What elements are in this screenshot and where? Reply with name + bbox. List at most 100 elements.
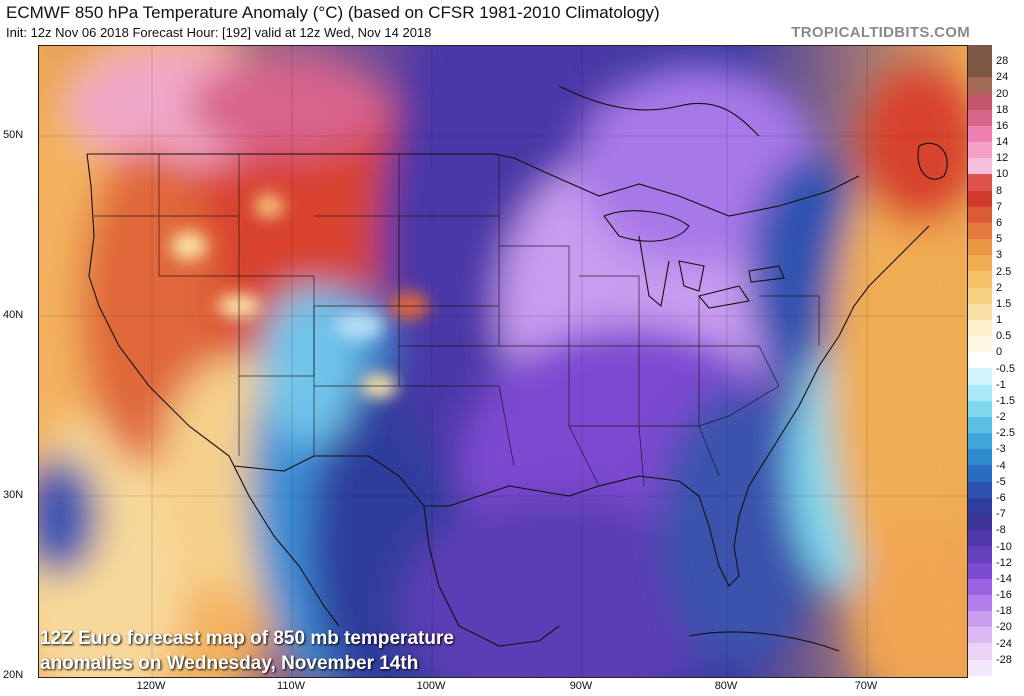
lon-label-70w: 70W xyxy=(854,680,878,692)
colorbar-tick-label: 5 xyxy=(996,233,1003,246)
colorbar-tick-label: 0.5 xyxy=(996,330,1012,343)
colorbar-tick-label: -4 xyxy=(996,459,1006,472)
colorbar-tick-label: 24 xyxy=(996,71,1009,84)
caption-line-2: anomalies on Wednesday, November 14th xyxy=(40,653,419,674)
colorbar-tick-label: -7 xyxy=(996,508,1006,521)
colorbar-tick-label: 7 xyxy=(996,200,1003,213)
colorbar-tick-label: 28 xyxy=(996,55,1009,68)
colorbar-segment xyxy=(968,465,992,482)
colorbar-segment xyxy=(968,594,992,612)
colorbar-segment xyxy=(968,368,992,385)
colorbar-tick-label: -5 xyxy=(996,475,1006,488)
colorbar-tick-label: 18 xyxy=(996,103,1009,116)
colorbar-tick-label: 2.5 xyxy=(996,265,1012,278)
colorbar-tick-label: -16 xyxy=(996,589,1012,602)
colorbar-segment xyxy=(968,416,992,434)
colorbar-segment xyxy=(968,239,992,256)
colorbar-tick-label: 12 xyxy=(996,152,1009,165)
colorbar-segment xyxy=(968,190,992,207)
colorbar-segment xyxy=(968,222,992,240)
colorbar-tick-label: -6 xyxy=(996,492,1006,505)
colorbar-segment xyxy=(968,481,992,498)
colorbar-tick-label: -0.5 xyxy=(996,362,1015,375)
colorbar-segment xyxy=(968,513,992,531)
colorbar-segment xyxy=(968,352,992,369)
colorbar-segment xyxy=(968,384,992,401)
colorbar-segment xyxy=(968,125,992,143)
colorbar-segment xyxy=(968,336,992,353)
colorbar-segment xyxy=(968,627,992,644)
colorbar-segment xyxy=(968,530,992,547)
colorbar xyxy=(968,45,992,676)
colorbar-tick-label: -28 xyxy=(996,653,1012,666)
colorbar-segment xyxy=(968,400,992,417)
colorbar-tick-label: -20 xyxy=(996,621,1012,634)
colorbar-tick-label: 10 xyxy=(996,168,1009,181)
colorbar-tick-label: -14 xyxy=(996,572,1012,585)
lon-label-100w: 100W xyxy=(416,680,446,692)
colorbar-segment xyxy=(968,643,992,660)
colorbar-tick-label: -10 xyxy=(996,540,1012,553)
chart-title: ECMWF 850 hPa Temperature Anomaly (°C) (… xyxy=(6,3,660,22)
colorbar-tick-label: -18 xyxy=(996,605,1012,618)
colorbar-tick-label: 1 xyxy=(996,314,1003,327)
colorbar-tick-label: 8 xyxy=(996,184,1003,197)
colorbar-segment xyxy=(968,255,992,272)
colorbar-tick-label: 6 xyxy=(996,216,1003,229)
colorbar-segment xyxy=(968,142,992,159)
lon-label-80w: 80W xyxy=(714,680,738,692)
colorbar-segment xyxy=(968,578,992,595)
lon-label-120w: 120W xyxy=(136,680,166,692)
colorbar-segment xyxy=(968,61,992,78)
lon-label-110w: 110W xyxy=(277,680,305,692)
colorbar-segment xyxy=(968,77,992,94)
anomaly-map xyxy=(38,45,968,678)
coastlines-and-borders xyxy=(86,85,948,652)
colorbar-segment xyxy=(968,174,992,191)
caption-line-1: 12Z Euro forecast map of 850 mb temperat… xyxy=(40,628,454,649)
brand-watermark: TROPICALTIDBITS.COM xyxy=(791,24,970,41)
colorbar-tick-label: 0 xyxy=(996,346,1003,359)
lat-label-40n: 40N xyxy=(3,309,24,321)
lat-label-20n: 20N xyxy=(3,669,24,681)
colorbar-segment xyxy=(968,659,992,676)
colorbar-tick-label: -2 xyxy=(996,411,1006,424)
lat-label-30n: 30N xyxy=(3,489,24,501)
colorbar-tick-label: 1.5 xyxy=(996,297,1012,310)
colorbar-segment xyxy=(968,93,992,110)
colorbar-segment xyxy=(968,433,992,450)
colorbar-segment xyxy=(968,109,992,126)
colorbar-tick-label: -24 xyxy=(996,637,1012,650)
colorbar-segment xyxy=(968,158,992,175)
colorbar-segment xyxy=(968,497,992,514)
lon-label-90w: 90W xyxy=(569,680,593,692)
map-canvas xyxy=(39,46,967,677)
colorbar-tick-label: -12 xyxy=(996,556,1012,569)
colorbar-segment xyxy=(968,546,992,563)
colorbar-segment xyxy=(968,287,992,304)
forecast-info: Init: 12z Nov 06 2018 Forecast Hour: [19… xyxy=(6,25,432,40)
colorbar-segment xyxy=(968,303,992,320)
colorbar-tick-label: -3 xyxy=(996,443,1006,456)
colorbar-tick-label: -8 xyxy=(996,524,1006,537)
colorbar-segment xyxy=(968,611,992,628)
colorbar-tick-label: 2 xyxy=(996,281,1003,294)
colorbar-segment xyxy=(968,449,992,466)
colorbar-tick-label: 3 xyxy=(996,249,1003,262)
state-borders xyxy=(94,154,820,487)
colorbar-tick-label: -1.5 xyxy=(996,394,1015,407)
colorbar-segment xyxy=(968,45,992,62)
colorbar-tick-label: 16 xyxy=(996,119,1009,132)
colorbar-tick-label: 20 xyxy=(996,87,1009,100)
colorbar-tick-label: -1 xyxy=(996,378,1006,391)
colorbar-segment xyxy=(968,271,992,288)
colorbar-tick-label: -2.5 xyxy=(996,427,1015,440)
colorbar-tick-label: 14 xyxy=(996,136,1009,149)
caption-overlay: 12Z Euro forecast map of 850 mb temperat… xyxy=(40,626,454,676)
colorbar-segment xyxy=(968,319,992,337)
colorbar-segment xyxy=(968,562,992,579)
graticule xyxy=(39,46,967,677)
colorbar-segment xyxy=(968,206,992,223)
lat-label-50n: 50N xyxy=(3,129,24,141)
anomaly-field xyxy=(39,46,967,677)
